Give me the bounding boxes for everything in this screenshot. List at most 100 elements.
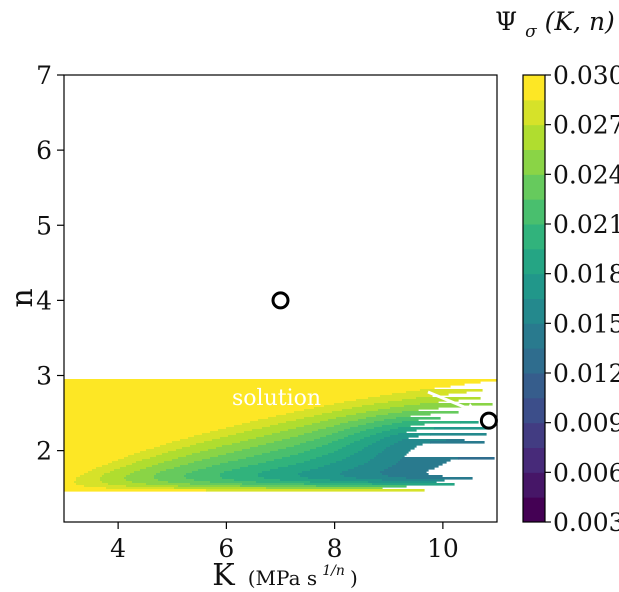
contour-cell	[102, 465, 127, 468]
contour-cell	[344, 475, 389, 478]
contour-cell	[64, 405, 325, 408]
contour-cell	[64, 469, 93, 472]
contour-cell	[256, 481, 311, 484]
contour-cell	[330, 463, 365, 466]
colorbar-tick-label: 0.006	[553, 458, 619, 487]
contour-cell	[164, 461, 195, 464]
contour-cell	[380, 471, 427, 474]
contour-cell	[64, 463, 109, 466]
contour-cell	[286, 447, 317, 450]
colorbar-band	[523, 174, 545, 200]
contour-cell	[132, 463, 159, 466]
contour-cell	[266, 487, 383, 490]
contour-cell	[356, 413, 389, 416]
contour-cell	[126, 479, 159, 482]
x-tick-label: 6	[218, 534, 234, 563]
contour-cell	[314, 415, 347, 418]
contour-cell	[242, 483, 305, 486]
contour-cell	[288, 465, 325, 468]
contour-cell	[336, 461, 369, 464]
contour-cell	[326, 427, 351, 430]
contour-cell	[362, 449, 385, 452]
contour-cell	[258, 445, 295, 448]
contour-cell	[84, 473, 105, 476]
contour-cell	[294, 411, 333, 414]
contour-cell	[64, 419, 259, 422]
contour-cell	[378, 409, 419, 412]
contour-cell	[204, 441, 241, 444]
contour-cell	[392, 423, 425, 426]
contour-cell	[152, 465, 181, 468]
contour-cell	[406, 477, 473, 480]
contour-cell	[228, 435, 265, 438]
contour-cell	[240, 441, 275, 444]
y-tick-label: 7	[36, 61, 52, 90]
colorbar-band	[523, 248, 545, 275]
contour-cell	[64, 383, 465, 386]
contour-cell	[64, 459, 119, 462]
contour-cell	[344, 429, 367, 432]
contour-cell	[64, 415, 277, 418]
contour-cell	[304, 433, 333, 436]
colorbar-band	[523, 472, 545, 498]
contour-cell	[368, 461, 399, 464]
colorbar-title-symbol: Ψ	[495, 7, 517, 36]
contour-cell	[402, 411, 459, 414]
contour-cell	[420, 389, 483, 392]
contour-cell	[64, 397, 369, 400]
contour-cell	[228, 461, 267, 464]
contour-cell	[434, 427, 491, 430]
contour-cell	[318, 429, 345, 432]
contour-cell	[390, 407, 439, 410]
contour-cell	[76, 483, 109, 486]
contour-cell	[250, 421, 287, 424]
contour-cell	[304, 451, 335, 454]
contour-cell	[360, 439, 381, 442]
colorbar-band	[523, 397, 545, 424]
contour-cell	[110, 471, 135, 474]
contour-cell	[270, 425, 305, 428]
x-axis: 4 6 8 10	[110, 522, 459, 563]
contour-cell	[140, 451, 169, 454]
contour-cell	[340, 423, 367, 426]
contour-cell	[342, 459, 371, 462]
contour-cell	[64, 435, 195, 438]
contour-cell	[210, 431, 245, 434]
contour-cell	[376, 415, 411, 418]
contour-cell	[288, 429, 319, 432]
contour-cell	[210, 481, 257, 484]
contour-cell	[240, 485, 317, 488]
contour-cell	[390, 435, 419, 438]
contour-cell	[64, 441, 173, 444]
contour-cell	[350, 455, 377, 458]
contour-cell	[64, 431, 211, 434]
contour-cell	[382, 451, 409, 454]
colorbar-band	[523, 199, 545, 225]
colorbar-band	[523, 373, 545, 399]
contour-cell	[348, 469, 385, 472]
contour-cell	[146, 483, 191, 486]
contour-cell	[194, 435, 229, 438]
contour-cell	[296, 419, 329, 422]
colorbar-tick-label: 0.021	[553, 210, 619, 239]
contour-cell	[202, 433, 237, 436]
contour-cell	[158, 479, 195, 482]
contour-cell	[398, 461, 447, 464]
contour-cell	[388, 401, 439, 404]
contour-cell	[402, 457, 459, 460]
colorbar: 0.003 0.006 0.009 0.012 0.015 0.018 0.021 0.024…	[522, 61, 619, 537]
contour-cell	[336, 417, 367, 420]
contour-cell	[178, 457, 211, 460]
contour-cell	[372, 443, 395, 446]
contour-cell	[258, 475, 301, 478]
contour-cell	[280, 431, 313, 434]
colorbar-band	[523, 224, 545, 250]
contour-cell	[278, 449, 311, 452]
colorbar-band	[523, 298, 545, 324]
contour-cell	[64, 391, 407, 394]
contour-cell	[312, 423, 341, 426]
contour-cell	[64, 471, 89, 474]
contour-cell	[258, 473, 299, 476]
contour-cell	[186, 455, 219, 458]
contour-cell	[162, 453, 193, 456]
